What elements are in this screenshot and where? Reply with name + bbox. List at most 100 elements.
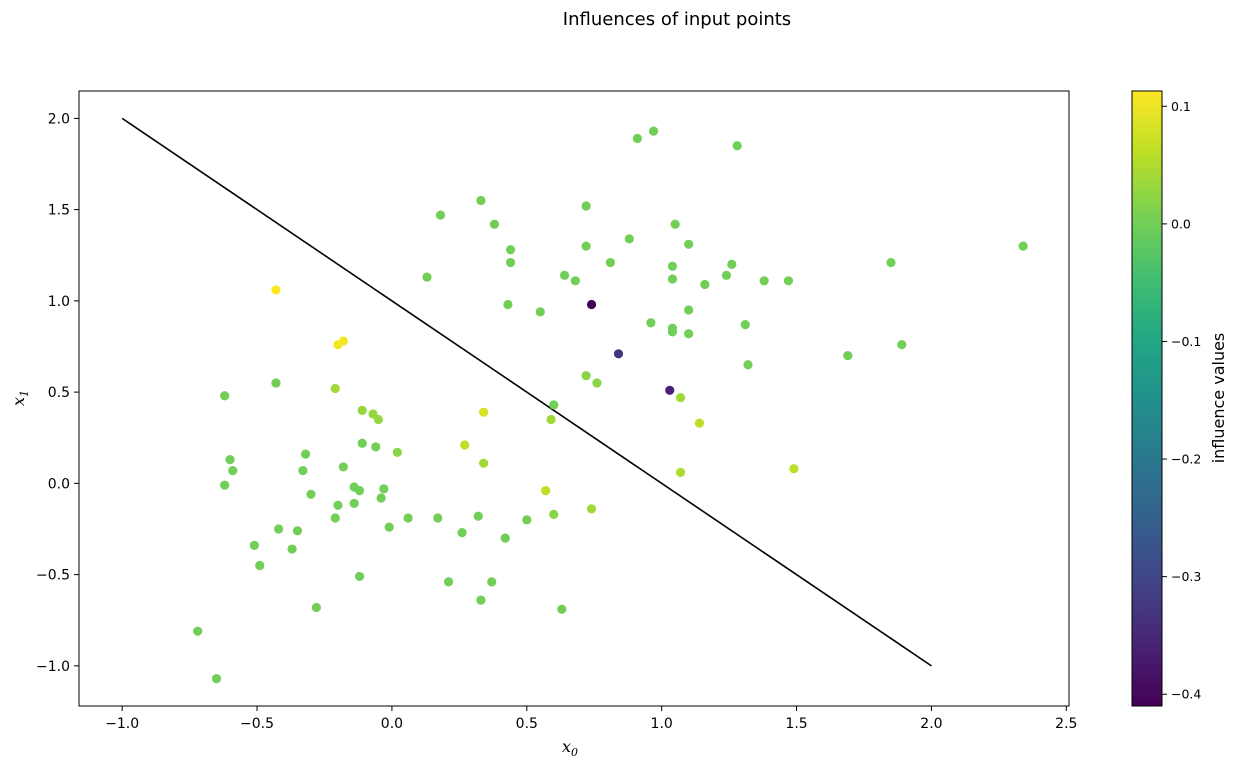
- scatter-point: [371, 442, 381, 452]
- scatter-point: [460, 440, 470, 450]
- scatter-point: [300, 449, 311, 459]
- scatter-point: [357, 438, 367, 448]
- scatter-point: [357, 405, 367, 415]
- scatter-point: [586, 504, 597, 514]
- scatter-point: [581, 241, 591, 251]
- y-tick-label: 2.0: [48, 111, 70, 127]
- scatter-point: [648, 126, 659, 136]
- scatter-point: [287, 544, 297, 554]
- scatter-point: [670, 219, 680, 229]
- scatter-point: [379, 484, 389, 494]
- scatter-point: [559, 270, 570, 280]
- scatter-point: [684, 239, 694, 249]
- scatter-point: [503, 299, 513, 310]
- scatter-point: [500, 533, 510, 543]
- scatter-point: [228, 465, 238, 476]
- scatter-point: [349, 498, 359, 509]
- scatter-point: [605, 257, 616, 268]
- scatter-point: [476, 195, 486, 206]
- scatter-point: [721, 270, 732, 280]
- scatter-point: [759, 276, 769, 286]
- scatter-point: [897, 340, 907, 350]
- scatter-point: [592, 378, 602, 388]
- scatter-point: [522, 515, 532, 525]
- scatter-point: [292, 526, 303, 536]
- scatter-point: [535, 307, 545, 317]
- y-tick-label: −0.5: [36, 568, 70, 584]
- x-tick-label: −0.5: [240, 716, 274, 732]
- x-axis-label: x0: [562, 737, 578, 759]
- plot-frame: [78, 90, 1070, 707]
- scatter-point: [783, 276, 794, 286]
- scatter-point: [354, 486, 365, 496]
- colorbar-tick-label: −0.2: [1171, 452, 1201, 467]
- scatter-point: [667, 261, 678, 271]
- plot-area: [121, 117, 1028, 684]
- scatter-point: [886, 257, 896, 268]
- axes: −1.0 −0.5 0.0 0.5 1.0 1.5 2.0 2.5 −1.0 −0.5 0.0 0.5…: [36, 111, 1077, 732]
- scatter-point: [435, 210, 446, 220]
- scatter-point: [665, 385, 675, 395]
- y-tick-label: 1.5: [48, 203, 70, 219]
- scatter-point: [457, 528, 467, 538]
- scatter-point: [392, 447, 402, 457]
- scatter-point: [220, 480, 230, 490]
- boundary-line: [121, 117, 932, 667]
- scatter-point: [249, 540, 259, 551]
- scatter-point: [373, 414, 384, 425]
- scatter-point: [549, 400, 559, 410]
- scatter-point: [489, 219, 500, 229]
- scatter-point: [646, 318, 656, 328]
- x-tick-label: −1.0: [105, 716, 139, 732]
- scatter-point: [727, 259, 737, 269]
- scatter-point: [694, 418, 705, 428]
- x-tick-label: 1.5: [785, 716, 807, 732]
- y-tick-label: 0.0: [48, 476, 70, 492]
- scatter-point: [433, 513, 443, 523]
- colorbar-tick-label: 0.0: [1171, 216, 1191, 231]
- colorbar-axis: 0.1 0.0 −0.1 −0.2 −0.3 −0.4: [1162, 99, 1201, 702]
- colorbar-tick-label: 0.1: [1171, 99, 1191, 114]
- scatter-point: [311, 602, 321, 613]
- scatter-point: [306, 489, 316, 499]
- scatter-point: [789, 464, 799, 474]
- chart-title: Influences of input points: [563, 9, 791, 30]
- scatter-point: [443, 577, 454, 587]
- scatter-point: [684, 329, 694, 339]
- scatter-point: [549, 509, 559, 519]
- scatter-point: [225, 455, 235, 465]
- scatter-point: [403, 513, 413, 523]
- scatter-point: [732, 141, 742, 151]
- scatter-point: [384, 522, 394, 532]
- scatter-point: [255, 560, 265, 571]
- scatter-point: [675, 467, 686, 478]
- scatter-point: [632, 133, 642, 144]
- colorbar-tick-label: −0.1: [1171, 334, 1201, 349]
- x-tick-label: 0.5: [516, 716, 538, 732]
- scatter-point: [581, 371, 591, 381]
- scatter-point: [1018, 241, 1028, 251]
- colorbar: [1131, 90, 1163, 707]
- scatter-point: [843, 351, 853, 361]
- scatter-point: [700, 279, 710, 290]
- scatter-point: [557, 604, 567, 614]
- scatter-point: [298, 465, 308, 476]
- scatter-point: [193, 626, 203, 636]
- scatter-point: [476, 595, 486, 605]
- scatter-point: [675, 392, 686, 403]
- scatter-point: [667, 274, 678, 284]
- colorbar-tick-label: −0.4: [1171, 687, 1201, 702]
- scatter-point: [546, 414, 556, 425]
- scatter-point: [271, 378, 281, 388]
- scatter-point: [586, 299, 597, 310]
- x-tick-label: 1.0: [651, 716, 673, 732]
- scatter-point: [330, 513, 340, 523]
- scatter-point: [338, 462, 348, 472]
- y-tick-label: 0.5: [48, 385, 70, 401]
- scatter-point: [506, 257, 516, 268]
- scatter-point: [220, 391, 230, 401]
- scatter-point: [684, 305, 694, 315]
- scatter-point: [479, 407, 489, 417]
- scatter-point: [333, 500, 343, 510]
